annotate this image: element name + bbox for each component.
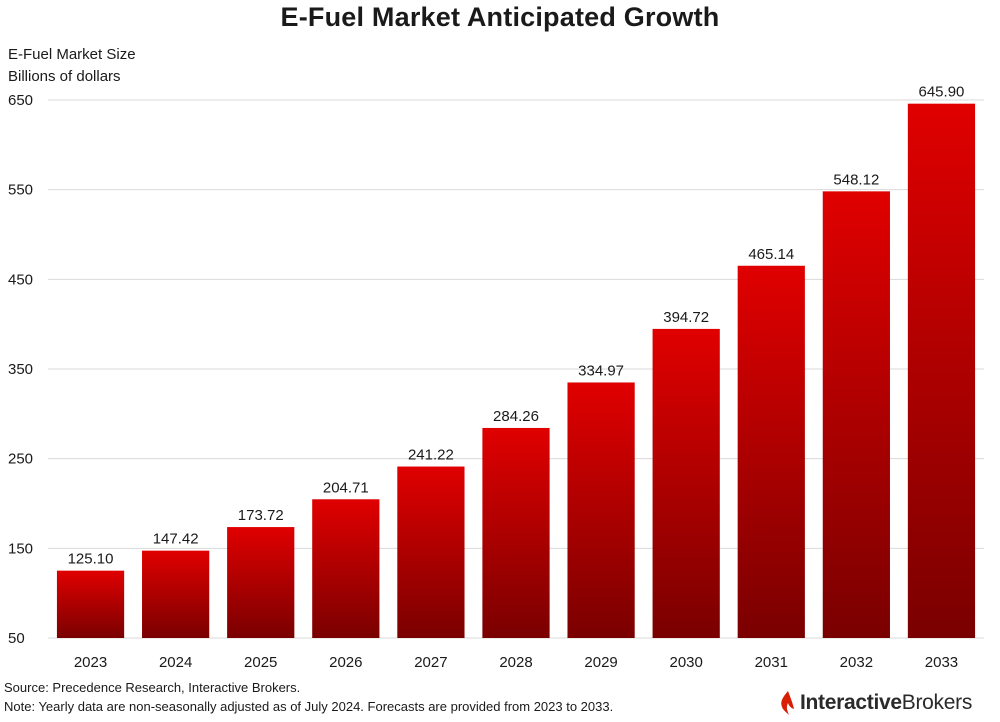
- x-tick-label-2033: 2033: [925, 654, 958, 671]
- interactive-brokers-logo: InteractiveBrokers: [776, 690, 972, 716]
- bar-2033: [907, 103, 976, 638]
- data-label-2029: 334.97: [578, 362, 624, 379]
- y-tick-label: 250: [8, 451, 33, 468]
- bar-2024: [142, 550, 210, 638]
- x-tick-label-2023: 2023: [74, 654, 107, 671]
- footnote: Note: Yearly data are non-seasonally adj…: [4, 699, 614, 714]
- y-axis-ticks: 50 150 250 350 450 550 650: [8, 92, 33, 647]
- x-tick-label-2031: 2031: [755, 654, 788, 671]
- bars: [56, 103, 976, 638]
- x-tick-label-2024: 2024: [159, 654, 192, 671]
- data-label-2027: 241.22: [408, 447, 454, 464]
- data-label-2025: 173.72: [238, 507, 284, 524]
- y-tick-label: 350: [8, 361, 33, 378]
- brand-wordmark: InteractiveBrokers: [800, 691, 972, 715]
- data-label-2028: 284.26: [493, 408, 539, 425]
- data-label-2031: 465.14: [748, 246, 794, 263]
- x-axis-ticks: 2023 2024 2025 2026 2027 2028 2029 2030 2031 2032…: [74, 654, 958, 671]
- x-tick-label-2032: 2032: [840, 654, 873, 671]
- bar-2026: [312, 499, 380, 638]
- x-tick-label-2027: 2027: [414, 654, 447, 671]
- bar-2023: [56, 570, 125, 638]
- data-label-2032: 548.12: [833, 171, 879, 188]
- x-tick-label-2025: 2025: [244, 654, 277, 671]
- bar-2027: [397, 466, 465, 638]
- bar-2025: [227, 527, 295, 638]
- bar-2032: [822, 191, 890, 638]
- data-label-2026: 204.71: [323, 479, 369, 496]
- data-label-2024: 147.42: [153, 531, 199, 548]
- y-tick-label: 550: [8, 182, 33, 199]
- source-note: Source: Precedence Research, Interactive…: [4, 680, 301, 695]
- y-tick-label: 650: [8, 92, 33, 109]
- data-label-2023: 125.10: [68, 551, 114, 568]
- brokers-flame-icon: [781, 691, 794, 715]
- y-axis-label-line-1: E-Fuel Market Size: [8, 46, 136, 63]
- data-label-2033: 645.90: [919, 84, 965, 101]
- y-tick-label: 450: [8, 271, 33, 288]
- brand-text-regular: Brokers: [901, 691, 973, 714]
- bar-2029: [567, 382, 635, 638]
- x-tick-label-2030: 2030: [669, 654, 702, 671]
- bar-2028: [482, 427, 550, 638]
- y-tick-label: 150: [8, 540, 33, 557]
- bar-2030: [652, 328, 720, 638]
- brand-text-bold: Interactive: [800, 691, 902, 714]
- bar-2031: [737, 265, 805, 638]
- data-label-2030: 394.72: [663, 309, 709, 326]
- y-tick-label: 50: [8, 630, 25, 647]
- data-labels: 125.10 147.42 173.72 204.71 241.22 284.26 334.…: [68, 84, 965, 568]
- x-tick-label-2026: 2026: [329, 654, 362, 671]
- x-tick-label-2029: 2029: [584, 654, 617, 671]
- x-tick-label-2028: 2028: [499, 654, 532, 671]
- chart-title: E-Fuel Market Anticipated Growth: [280, 2, 720, 32]
- y-axis-label-line-2: Billions of dollars: [8, 68, 121, 85]
